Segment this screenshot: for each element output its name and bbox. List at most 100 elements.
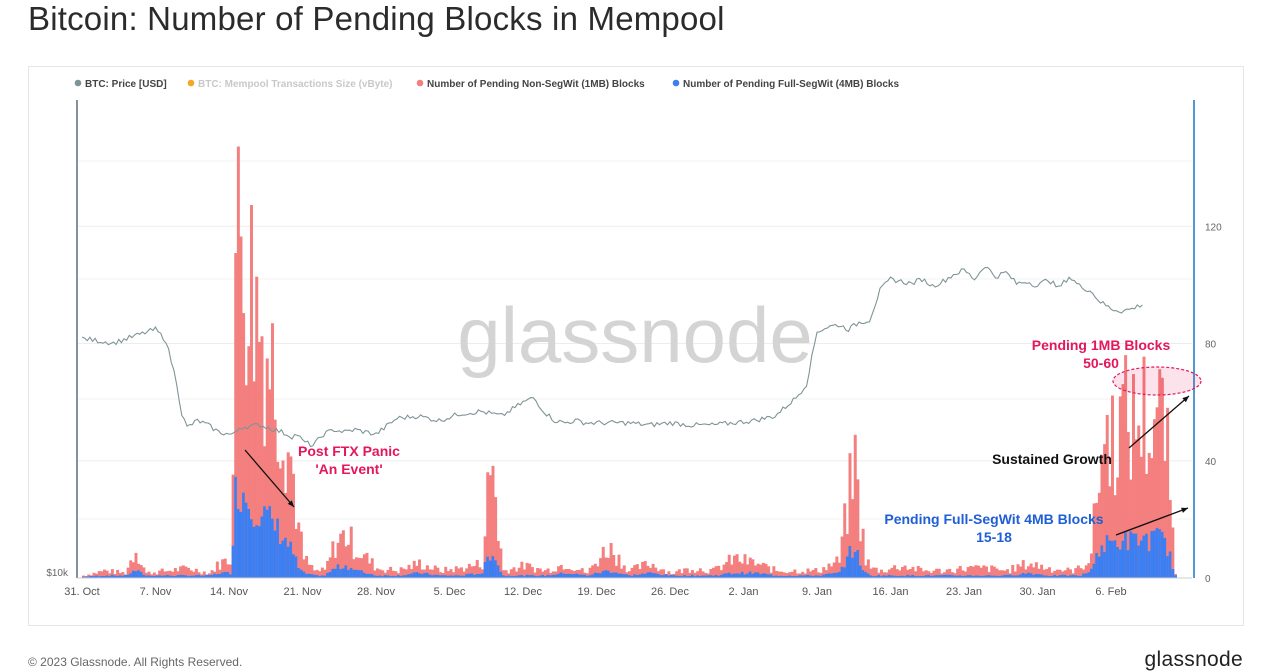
bar-nonsegwit	[502, 570, 505, 578]
right-axis-tick: 0	[1205, 574, 1211, 585]
bar-nonsegwit	[483, 536, 487, 578]
bar-nonsegwit	[667, 571, 671, 578]
bar-nonsegwit	[1166, 407, 1170, 578]
bar-nonsegwit	[1048, 567, 1051, 578]
bar-nonsegwit	[565, 569, 568, 578]
bar-segwit	[887, 574, 891, 578]
bar-segwit	[509, 576, 513, 578]
bar-nonsegwit	[454, 566, 458, 578]
bar-segwit	[830, 573, 834, 578]
bar-segwit	[95, 575, 99, 578]
bar-segwit	[189, 575, 193, 578]
bar-nonsegwit	[927, 571, 931, 578]
axes: $10k 0 40 80 120 31. Oct 7. Nov 14. Nov 21. Nov 2…	[46, 100, 1222, 598]
bar-segwit	[966, 575, 970, 578]
bar-nonsegwit	[893, 565, 897, 578]
bar-segwit	[1118, 549, 1122, 578]
bar-nonsegwit	[313, 570, 316, 578]
bar-nonsegwit	[131, 562, 135, 578]
bar-nonsegwit	[160, 568, 164, 578]
bar-segwit	[1042, 575, 1046, 578]
bar-segwit	[625, 574, 629, 578]
bar-segwit	[578, 574, 582, 578]
legend-marker	[416, 79, 424, 87]
bar-segwit	[646, 572, 650, 578]
bar-segwit	[97, 576, 101, 578]
bar-segwit	[299, 569, 303, 578]
bar-nonsegwit	[1050, 572, 1054, 578]
bar-segwit	[294, 556, 298, 578]
bar-segwit	[100, 576, 104, 578]
bar-segwit	[347, 569, 351, 578]
bar-segwit	[982, 575, 986, 578]
bar-nonsegwit	[1058, 569, 1062, 578]
bar-segwit	[428, 574, 432, 578]
bar-segwit	[544, 576, 547, 578]
bar-nonsegwit	[1066, 567, 1070, 578]
bar-nonsegwit	[617, 554, 621, 578]
bar-nonsegwit	[1103, 444, 1107, 578]
bar-nonsegwit	[436, 567, 440, 578]
bar-nonsegwit	[286, 452, 290, 578]
bar-segwit	[116, 575, 120, 578]
bar-segwit	[722, 573, 726, 578]
arrow-head	[1182, 396, 1189, 403]
bar-nonsegwit	[961, 570, 965, 578]
bar-nonsegwit	[651, 563, 655, 578]
bar-nonsegwit	[305, 555, 309, 578]
bar-segwit	[945, 574, 949, 578]
bar-nonsegwit	[1000, 570, 1004, 578]
bar-segwit	[496, 565, 500, 578]
bar-nonsegwit	[643, 561, 647, 578]
bar-segwit	[780, 575, 784, 578]
bar-segwit	[761, 573, 765, 578]
bar-segwit	[486, 556, 490, 578]
bar-segwit	[735, 573, 739, 578]
price-series	[81, 266, 1143, 448]
bar-segwit	[656, 574, 660, 578]
right-axis-tick: 80	[1205, 340, 1217, 351]
x-axis-tick: 28. Nov	[357, 586, 395, 598]
bar-nonsegwit	[937, 568, 941, 578]
bar-nonsegwit	[746, 564, 750, 578]
bar-segwit	[357, 570, 361, 578]
bar-nonsegwit	[1147, 452, 1151, 578]
x-axis-tick: 9. Jan	[802, 586, 832, 598]
bar-segwit	[835, 572, 839, 578]
bar-segwit	[1055, 575, 1059, 578]
bar-nonsegwit	[1168, 499, 1172, 578]
bar-segwit	[541, 574, 545, 578]
bar-segwit	[383, 575, 387, 578]
bar-segwit	[533, 575, 537, 578]
bar-nonsegwit	[971, 566, 975, 578]
bar-segwit	[341, 568, 345, 578]
bar-segwit	[759, 574, 763, 578]
bar-segwit	[877, 575, 881, 578]
x-axis-tick: 16. Jan	[872, 586, 908, 598]
bar-nonsegwit	[87, 574, 91, 578]
bar-segwit	[609, 572, 613, 578]
bar-nonsegwit	[365, 552, 369, 578]
bar-nonsegwit	[609, 542, 613, 578]
bar-nonsegwit	[389, 566, 393, 578]
bar-nonsegwit	[129, 560, 133, 578]
bar-nonsegwit	[244, 385, 248, 578]
bar-nonsegwit	[1016, 564, 1020, 578]
bar-nonsegwit	[1137, 425, 1141, 578]
bar-segwit	[313, 574, 316, 578]
bar-nonsegwit	[790, 571, 794, 578]
bar-segwit	[667, 575, 671, 578]
bar-segwit	[110, 574, 114, 578]
annotation-text: Pending 1MB Blocks	[1032, 337, 1171, 353]
bar-nonsegwit	[1006, 569, 1009, 578]
bar-segwit	[187, 576, 190, 578]
bar-nonsegwit	[1074, 568, 1078, 578]
bar-nonsegwit	[168, 570, 172, 578]
bar-segwit	[990, 575, 994, 578]
bar-segwit	[1032, 574, 1036, 578]
bar-segwit	[473, 574, 477, 578]
bar-nonsegwit	[882, 572, 886, 578]
bar-nonsegwit	[911, 566, 915, 578]
bar-segwit	[572, 574, 576, 578]
bar-segwit	[1000, 575, 1004, 578]
